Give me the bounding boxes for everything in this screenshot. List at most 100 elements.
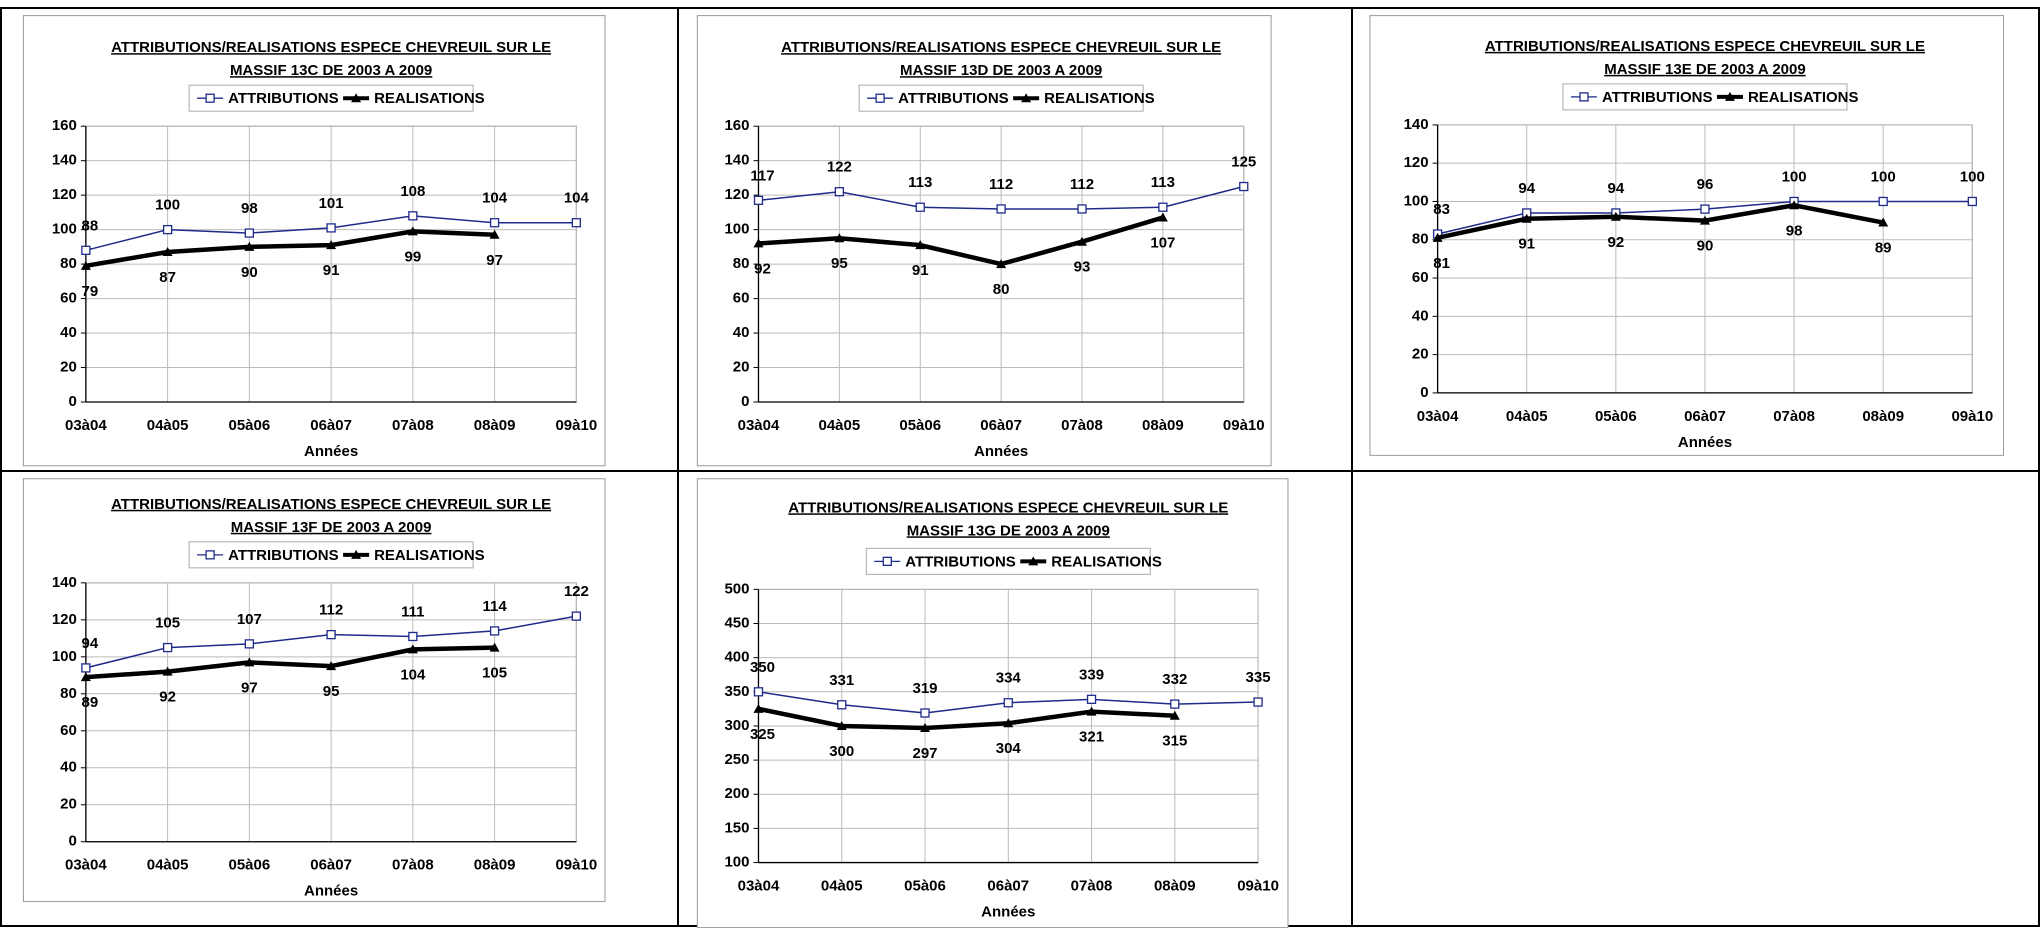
data-label: 117 — [750, 167, 774, 184]
data-label: 350 — [750, 659, 775, 676]
x-axis-label: Années — [1678, 434, 1732, 451]
data-label: 101 — [319, 195, 344, 212]
x-tick-label: 03à04 — [1417, 408, 1459, 425]
x-tick-label: 09à10 — [555, 417, 597, 434]
data-point — [326, 629, 336, 640]
data-label: 87 — [159, 269, 176, 286]
legend-marker — [882, 556, 892, 567]
data-point — [489, 626, 500, 636]
data-label: 96 — [1697, 176, 1714, 193]
legend-box — [188, 84, 474, 112]
data-label: 92 — [754, 260, 771, 277]
data-label: 94 — [82, 635, 99, 652]
x-tick-label: 05à06 — [904, 878, 946, 895]
data-point — [1700, 204, 1710, 214]
x-tick-label: 08à09 — [474, 417, 516, 434]
legend-label: REALISATIONS — [374, 547, 485, 564]
data-label: 91 — [912, 262, 929, 279]
y-tick-label: 60 — [733, 290, 750, 307]
y-tick-label: 150 — [724, 819, 749, 836]
chart-title: MASSIF 13C DE 2003 A 2009 — [230, 62, 432, 79]
y-tick-label: 120 — [1404, 154, 1429, 171]
data-point — [834, 187, 845, 197]
x-tick-label: 06à07 — [310, 857, 352, 874]
data-label: 89 — [82, 694, 99, 711]
data-label: 339 — [1079, 666, 1104, 683]
x-axis-label: Années — [981, 904, 1035, 921]
data-point — [489, 642, 500, 652]
chart: ATTRIBUTIONS/REALISATIONS ESPECE CHEVREU… — [22, 478, 606, 903]
data-label: 335 — [1246, 669, 1271, 686]
data-point — [326, 661, 337, 671]
y-tick-label: 200 — [724, 785, 749, 802]
y-tick-label: 100 — [52, 221, 77, 238]
y-tick-label: 0 — [741, 393, 749, 410]
data-point — [753, 195, 764, 205]
data-point — [996, 204, 1006, 214]
data-label: 122 — [827, 159, 852, 176]
data-label: 90 — [241, 264, 258, 281]
y-tick-label: 350 — [724, 683, 749, 700]
chart-title: MASSIF 13D DE 2003 A 2009 — [900, 62, 1102, 79]
data-point — [1432, 232, 1443, 242]
data-label: 97 — [241, 679, 258, 696]
data-label: 104 — [564, 190, 590, 207]
x-tick-label: 08à09 — [1862, 408, 1904, 425]
x-tick-label: 05à06 — [228, 417, 270, 434]
data-label: 94 — [1518, 180, 1535, 197]
data-label: 104 — [482, 190, 508, 207]
data-point — [1239, 181, 1249, 192]
y-tick-label: 100 — [724, 854, 749, 871]
x-tick-label: 07à08 — [392, 857, 434, 874]
data-label: 91 — [323, 262, 340, 279]
data-point — [408, 211, 418, 221]
data-label: 325 — [750, 726, 775, 743]
legend-marker — [351, 549, 362, 559]
x-tick-label: 09à10 — [1951, 408, 1993, 425]
y-tick-label: 300 — [724, 717, 749, 734]
data-point — [1878, 196, 1888, 207]
data-point — [571, 611, 581, 621]
data-point — [80, 260, 91, 270]
legend-label: REALISATIONS — [1051, 553, 1162, 570]
x-tick-label: 09à10 — [1237, 878, 1279, 895]
data-point — [1086, 694, 1097, 704]
x-tick-label: 08à09 — [474, 857, 516, 874]
data-label: 321 — [1079, 729, 1104, 746]
data-point — [915, 202, 925, 212]
x-tick-label: 04à05 — [147, 417, 189, 434]
data-label: 331 — [829, 672, 854, 689]
chart-title: MASSIF 13E DE 2003 A 2009 — [1604, 61, 1806, 78]
series-line — [85, 229, 495, 269]
data-point — [244, 241, 255, 251]
y-tick-label: 80 — [733, 255, 750, 272]
y-tick-label: 140 — [52, 574, 77, 591]
data-label: 92 — [1607, 234, 1624, 251]
data-label: 90 — [1697, 238, 1714, 255]
data-point — [1170, 699, 1180, 709]
data-label: 300 — [829, 743, 854, 760]
data-point — [1878, 217, 1889, 227]
data-label: 98 — [241, 200, 258, 217]
x-tick-label: 07à08 — [1773, 408, 1815, 425]
data-point — [753, 703, 764, 713]
y-tick-label: 140 — [1404, 116, 1429, 133]
y-tick-label: 40 — [1412, 307, 1429, 324]
y-tick-label: 20 — [733, 359, 750, 376]
chart-title: MASSIF 13F DE 2003 A 2009 — [231, 519, 432, 536]
chart-title: ATTRIBUTIONS/REALISATIONS ESPECE CHEVREU… — [781, 39, 1221, 56]
y-tick-label: 0 — [69, 393, 77, 410]
data-point — [1157, 212, 1168, 222]
chart-title: ATTRIBUTIONS/REALISATIONS ESPECE CHEVREU… — [111, 39, 551, 56]
chart: ATTRIBUTIONS/REALISATIONS ESPECE CHEVREU… — [1369, 15, 2005, 456]
y-tick-label: 60 — [1412, 269, 1429, 286]
series-line — [758, 215, 1164, 267]
x-tick-label: 04à05 — [1506, 408, 1548, 425]
series-line — [85, 645, 495, 680]
data-point — [1158, 202, 1168, 212]
y-tick-label: 80 — [60, 255, 77, 272]
data-point — [1077, 204, 1087, 214]
legend-marker — [875, 93, 885, 103]
chart-title: MASSIF 13G DE 2003 A 2009 — [907, 522, 1110, 539]
